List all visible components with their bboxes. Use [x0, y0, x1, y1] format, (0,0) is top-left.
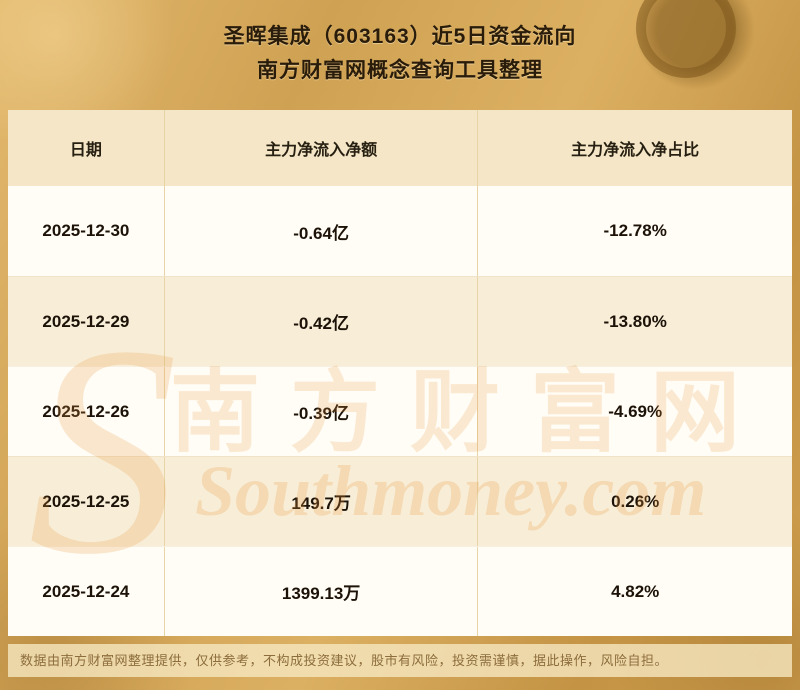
table-row: 2025-12-26 -0.39亿 -4.69% [8, 366, 792, 456]
net-ratio-cell: 4.82% [611, 581, 660, 601]
date-cell: 2025-12-26 [8, 367, 165, 456]
table-header-row: 日期 主力净流入净额 主力净流入净占比 [8, 110, 792, 186]
table-row: 2025-12-30 -0.64亿 -12.78% [8, 186, 792, 276]
date-cell: 2025-12-25 [8, 457, 165, 546]
table-row: 2025-12-24 1399.13万 4.82% [8, 546, 792, 636]
net-inflow-cell: -0.39亿 [165, 367, 479, 456]
date-cell: 2025-12-30 [8, 186, 165, 276]
gauge-decoration-icon [636, 0, 736, 78]
net-ratio-cell: -4.69% [608, 401, 663, 421]
date-cell: 2025-12-29 [8, 277, 165, 366]
title-line-1: 圣晖集成（603163）近5日资金流向 [223, 25, 577, 48]
net-inflow-cell: -0.64亿 [165, 186, 479, 276]
net-ratio-cell: 0.26% [611, 491, 660, 511]
table-body: 2025-12-30 -0.64亿 -12.78% 2025-12-29 -0.… [8, 186, 792, 636]
disclaimer-footer: 数据由南方财富网整理提供，仅供参考，不构成投资建议，股市有风险，投资需谨慎，据此… [8, 644, 792, 677]
fund-flow-table: 日期 主力净流入净额 主力净流入净占比 2025-12-30 -0.64亿 -1… [8, 110, 792, 636]
table-row: 2025-12-25 149.7万 0.26% [8, 456, 792, 546]
column-header-date: 日期 [8, 110, 165, 186]
net-ratio-cell: -12.78% [603, 221, 667, 240]
page-title: 圣晖集成（603163）近5日资金流向 南方财富网概念查询工具整理 [0, 20, 800, 88]
column-header-net-ratio: 主力净流入净占比 [571, 142, 700, 159]
column-header-net-inflow: 主力净流入净额 [165, 110, 479, 186]
date-cell: 2025-12-24 [8, 547, 165, 636]
net-inflow-cell: -0.42亿 [165, 277, 479, 366]
net-inflow-cell: 149.7万 [165, 457, 479, 546]
title-line-2: 南方财富网概念查询工具整理 [257, 59, 543, 82]
net-ratio-cell: -13.80% [603, 311, 667, 331]
net-inflow-cell: 1399.13万 [165, 547, 479, 636]
table-row: 2025-12-29 -0.42亿 -13.80% [8, 276, 792, 366]
